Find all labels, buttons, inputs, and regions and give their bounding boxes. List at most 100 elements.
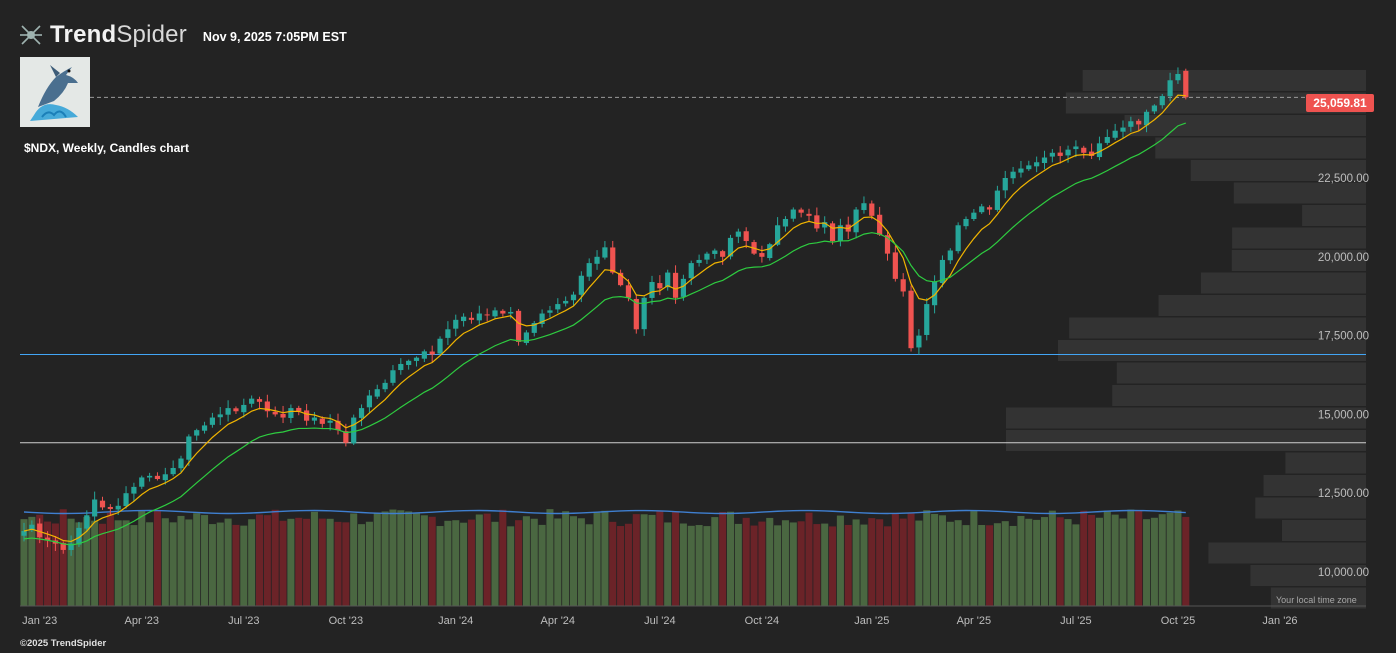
volume-bar (695, 525, 703, 606)
volume-bar (279, 520, 287, 606)
volume-profile-bar (1231, 250, 1366, 271)
volume-bar (1017, 515, 1025, 606)
candle-body (29, 524, 35, 531)
volume-bar (1040, 517, 1049, 606)
volume-bar (342, 522, 350, 606)
volume-bar (656, 511, 664, 606)
candle-body (877, 214, 883, 235)
candle-body (304, 410, 310, 421)
candle-body (743, 231, 749, 242)
ema-fast-line (23, 94, 1186, 543)
candle-body (696, 259, 702, 263)
x-tick-label: Jan '23 (22, 615, 57, 627)
candle-body (233, 408, 239, 412)
candle-body (665, 272, 671, 288)
volume-profile-bar (1155, 137, 1366, 159)
candle-body (790, 209, 796, 219)
volume-bar (1025, 518, 1033, 606)
volume-bar (44, 521, 52, 606)
volume-bar (789, 522, 797, 606)
volume-bar (938, 515, 946, 606)
candle-body (453, 319, 459, 329)
y-tick-label: 20,000.00 (1318, 252, 1369, 264)
volume-bar (562, 511, 570, 606)
volume-bar (797, 521, 805, 606)
candle-body (288, 408, 294, 418)
volume-bar (962, 525, 970, 606)
volume-bar (201, 515, 209, 606)
volume-bar (844, 524, 852, 606)
volume-bar (381, 511, 389, 606)
volume-bar (617, 526, 625, 606)
candle-body (327, 420, 333, 423)
volume-bar (1158, 514, 1166, 606)
volume-bar (255, 514, 264, 606)
timezone-note: Your local time zone (1276, 595, 1357, 605)
volume-bar (1111, 514, 1119, 606)
volume-profile-bar (1124, 115, 1366, 136)
volume-bar (59, 509, 67, 606)
volume-bar (1080, 510, 1088, 606)
volume-profile-bar (1233, 182, 1366, 204)
volume-profile-bar (1208, 542, 1366, 564)
candle-body (1049, 152, 1055, 157)
volume-bar (1127, 509, 1135, 606)
volume-bar (412, 513, 421, 606)
candle-body (319, 418, 325, 424)
candle-body (633, 298, 639, 330)
volume-profile-bar (1006, 430, 1366, 451)
candle-body (649, 282, 655, 298)
candle-body (398, 363, 404, 371)
volume-profile-bar (1082, 70, 1366, 91)
volume-bar (499, 509, 507, 606)
volume-profile-bar (1250, 565, 1366, 586)
candle-body (209, 417, 215, 425)
volume-bar (303, 518, 311, 606)
volume-bar (970, 511, 978, 606)
volume-average-line (23, 509, 1186, 515)
volume-bar (750, 525, 758, 606)
candle-body (680, 278, 686, 297)
candle-body (712, 250, 718, 254)
candle-body (107, 506, 113, 509)
volume-bar (758, 521, 766, 606)
candle-body (947, 250, 953, 261)
volume-bar (836, 515, 844, 606)
volume-bar (609, 521, 617, 606)
y-tick-label: 22,500.00 (1318, 173, 1369, 185)
candle-body (170, 467, 176, 475)
candle-body (1018, 168, 1024, 173)
volume-bar (75, 522, 83, 606)
volume-bar (287, 518, 295, 606)
candle-body (421, 351, 427, 359)
candle-body (610, 247, 616, 273)
volume-bar (138, 510, 146, 606)
candle-body (759, 253, 765, 257)
candle-body (358, 408, 365, 418)
candle-body (986, 207, 993, 210)
chart-title: $NDX, Weekly, Candles chart (24, 141, 189, 155)
volume-bar (216, 522, 224, 606)
volume-profile-bar (1263, 475, 1366, 496)
candle-body (570, 294, 577, 301)
candle-body (798, 209, 804, 213)
candle-body (217, 414, 223, 418)
candle-body (1081, 147, 1087, 153)
x-tick-label: Oct '25 (1161, 615, 1196, 627)
volume-profile-bar (1116, 362, 1366, 384)
candle-body (123, 493, 129, 507)
candle-body (1041, 157, 1048, 164)
volume-bar (805, 512, 813, 606)
volume-bar (679, 523, 687, 606)
volume-bar (350, 513, 358, 606)
volume-bar (460, 522, 468, 606)
volume-bar (726, 511, 735, 606)
volume-profile-bar (1255, 497, 1366, 519)
volume-bar (475, 514, 483, 606)
candle-body (1010, 171, 1016, 179)
volume-profile-bar (1006, 407, 1366, 429)
volume-bar (954, 520, 962, 606)
volume-bar (240, 525, 248, 606)
volume-bar (766, 517, 774, 606)
